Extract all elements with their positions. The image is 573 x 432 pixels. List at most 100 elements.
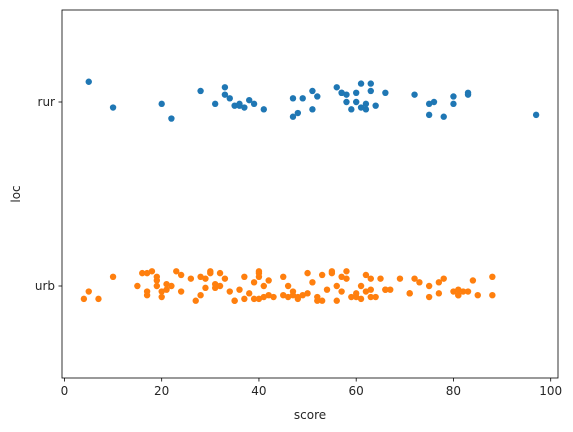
data-point-urb-90 (382, 286, 389, 293)
data-point-urb-55 (284, 293, 292, 301)
data-point-urb-24 (197, 273, 204, 280)
data-point-rur-14 (250, 100, 258, 108)
data-point-rur-40 (425, 100, 433, 108)
data-point-rur-39 (411, 91, 418, 98)
data-point-rur-29 (353, 89, 360, 97)
data-point-urb-61 (304, 290, 311, 297)
data-point-urb-1 (85, 288, 92, 295)
data-point-rur-34 (362, 106, 370, 113)
data-point-urb-50 (265, 292, 272, 299)
data-point-urb-0 (80, 295, 88, 303)
data-point-rur-1 (109, 104, 117, 111)
data-point-rur-27 (343, 91, 350, 98)
x-axis: 0 20 40 60 80 100 (61, 378, 562, 398)
data-point-urb-75 (343, 268, 350, 275)
data-point-rur-15 (260, 106, 267, 113)
data-point-urb-79 (353, 293, 360, 301)
data-point-urb-31 (216, 269, 224, 277)
data-point-rur-21 (309, 87, 316, 95)
data-point-rur-48 (532, 111, 540, 119)
data-point-urb-40 (246, 290, 253, 297)
data-point-urb-94 (406, 290, 413, 297)
data-point-urb-9 (148, 268, 156, 275)
data-point-urb-2 (95, 295, 102, 303)
data-point-rur-42 (430, 98, 438, 106)
data-point-urb-19 (177, 288, 185, 295)
data-point-rur-26 (343, 98, 350, 106)
data-point-rur-33 (362, 100, 370, 108)
data-point-rur-22 (314, 93, 321, 100)
data-point-urb-83 (362, 288, 370, 295)
data-point-urb-42 (250, 279, 258, 286)
data-point-rur-41 (425, 111, 433, 119)
data-point-urb-71 (333, 282, 340, 290)
data-point-urb-92 (396, 275, 404, 282)
x-tick-label-40: 40 (251, 384, 266, 398)
data-point-rur-2 (158, 100, 165, 108)
data-point-urb-13 (158, 288, 165, 295)
data-point-rur-8 (226, 95, 233, 102)
data-point-urb-28 (207, 269, 214, 277)
data-point-urb-46 (255, 268, 263, 275)
data-point-urb-86 (367, 293, 374, 301)
data-point-rur-47 (464, 91, 472, 98)
data-point-urb-85 (367, 286, 374, 293)
data-point-urb-95 (411, 275, 418, 282)
y-tick-label-urb: urb (35, 279, 55, 293)
data-point-urb-87 (372, 293, 379, 301)
data-point-rur-45 (450, 100, 457, 108)
data-point-rur-20 (309, 106, 316, 113)
data-point-rur-17 (289, 113, 297, 120)
data-point-rur-16 (289, 95, 297, 102)
data-point-urb-73 (338, 288, 345, 295)
data-point-urb-105 (455, 286, 462, 293)
data-point-urb-66 (318, 271, 326, 279)
data-point-rur-36 (367, 87, 374, 95)
data-point-rur-43 (440, 113, 447, 120)
data-point-rur-18 (294, 109, 302, 117)
data-point-urb-101 (440, 275, 447, 282)
data-point-urb-67 (318, 297, 326, 304)
data-point-urb-60 (299, 292, 306, 299)
x-tick-label-80: 80 (446, 384, 461, 398)
data-point-rur-3 (168, 115, 175, 122)
data-point-rur-35 (367, 80, 374, 87)
data-point-urb-34 (226, 288, 233, 295)
data-point-rur-30 (353, 98, 360, 106)
data-point-rur-25 (338, 89, 345, 97)
data-point-rur-23 (333, 84, 340, 91)
y-axis: rur urb (35, 95, 62, 293)
data-point-urb-44 (255, 273, 263, 280)
data-point-urb-109 (474, 292, 481, 299)
data-point-urb-23 (197, 292, 204, 299)
data-point-urb-80 (357, 295, 365, 303)
data-point-urb-74 (338, 273, 345, 280)
data-point-rur-6 (221, 84, 229, 91)
data-point-urb-30 (211, 284, 219, 292)
data-point-urb-91 (387, 286, 394, 293)
data-point-urb-22 (192, 297, 199, 304)
data-point-urb-49 (265, 277, 272, 284)
data-point-urb-110 (489, 292, 496, 299)
x-axis-label: score (294, 408, 326, 422)
data-point-urb-36 (231, 297, 238, 304)
data-point-urb-57 (289, 288, 297, 295)
data-point-urb-26 (202, 275, 209, 282)
data-point-urb-51 (270, 293, 277, 301)
data-point-urb-21 (187, 275, 195, 282)
data-point-urb-47 (260, 293, 267, 301)
data-point-urb-37 (236, 286, 243, 293)
data-point-urb-72 (333, 297, 340, 304)
data-point-urb-70 (328, 268, 336, 275)
data-point-urb-102 (450, 288, 457, 295)
data-point-urb-8 (143, 269, 151, 277)
data-point-urb-12 (153, 273, 161, 280)
data-point-urb-100 (435, 279, 443, 286)
data-point-urb-16 (163, 286, 170, 293)
data-point-urb-20 (177, 271, 185, 279)
points-layer (80, 78, 540, 304)
x-tick-label-20: 20 (154, 384, 169, 398)
data-point-urb-48 (260, 282, 267, 290)
x-tick-label-100: 100 (539, 384, 562, 398)
